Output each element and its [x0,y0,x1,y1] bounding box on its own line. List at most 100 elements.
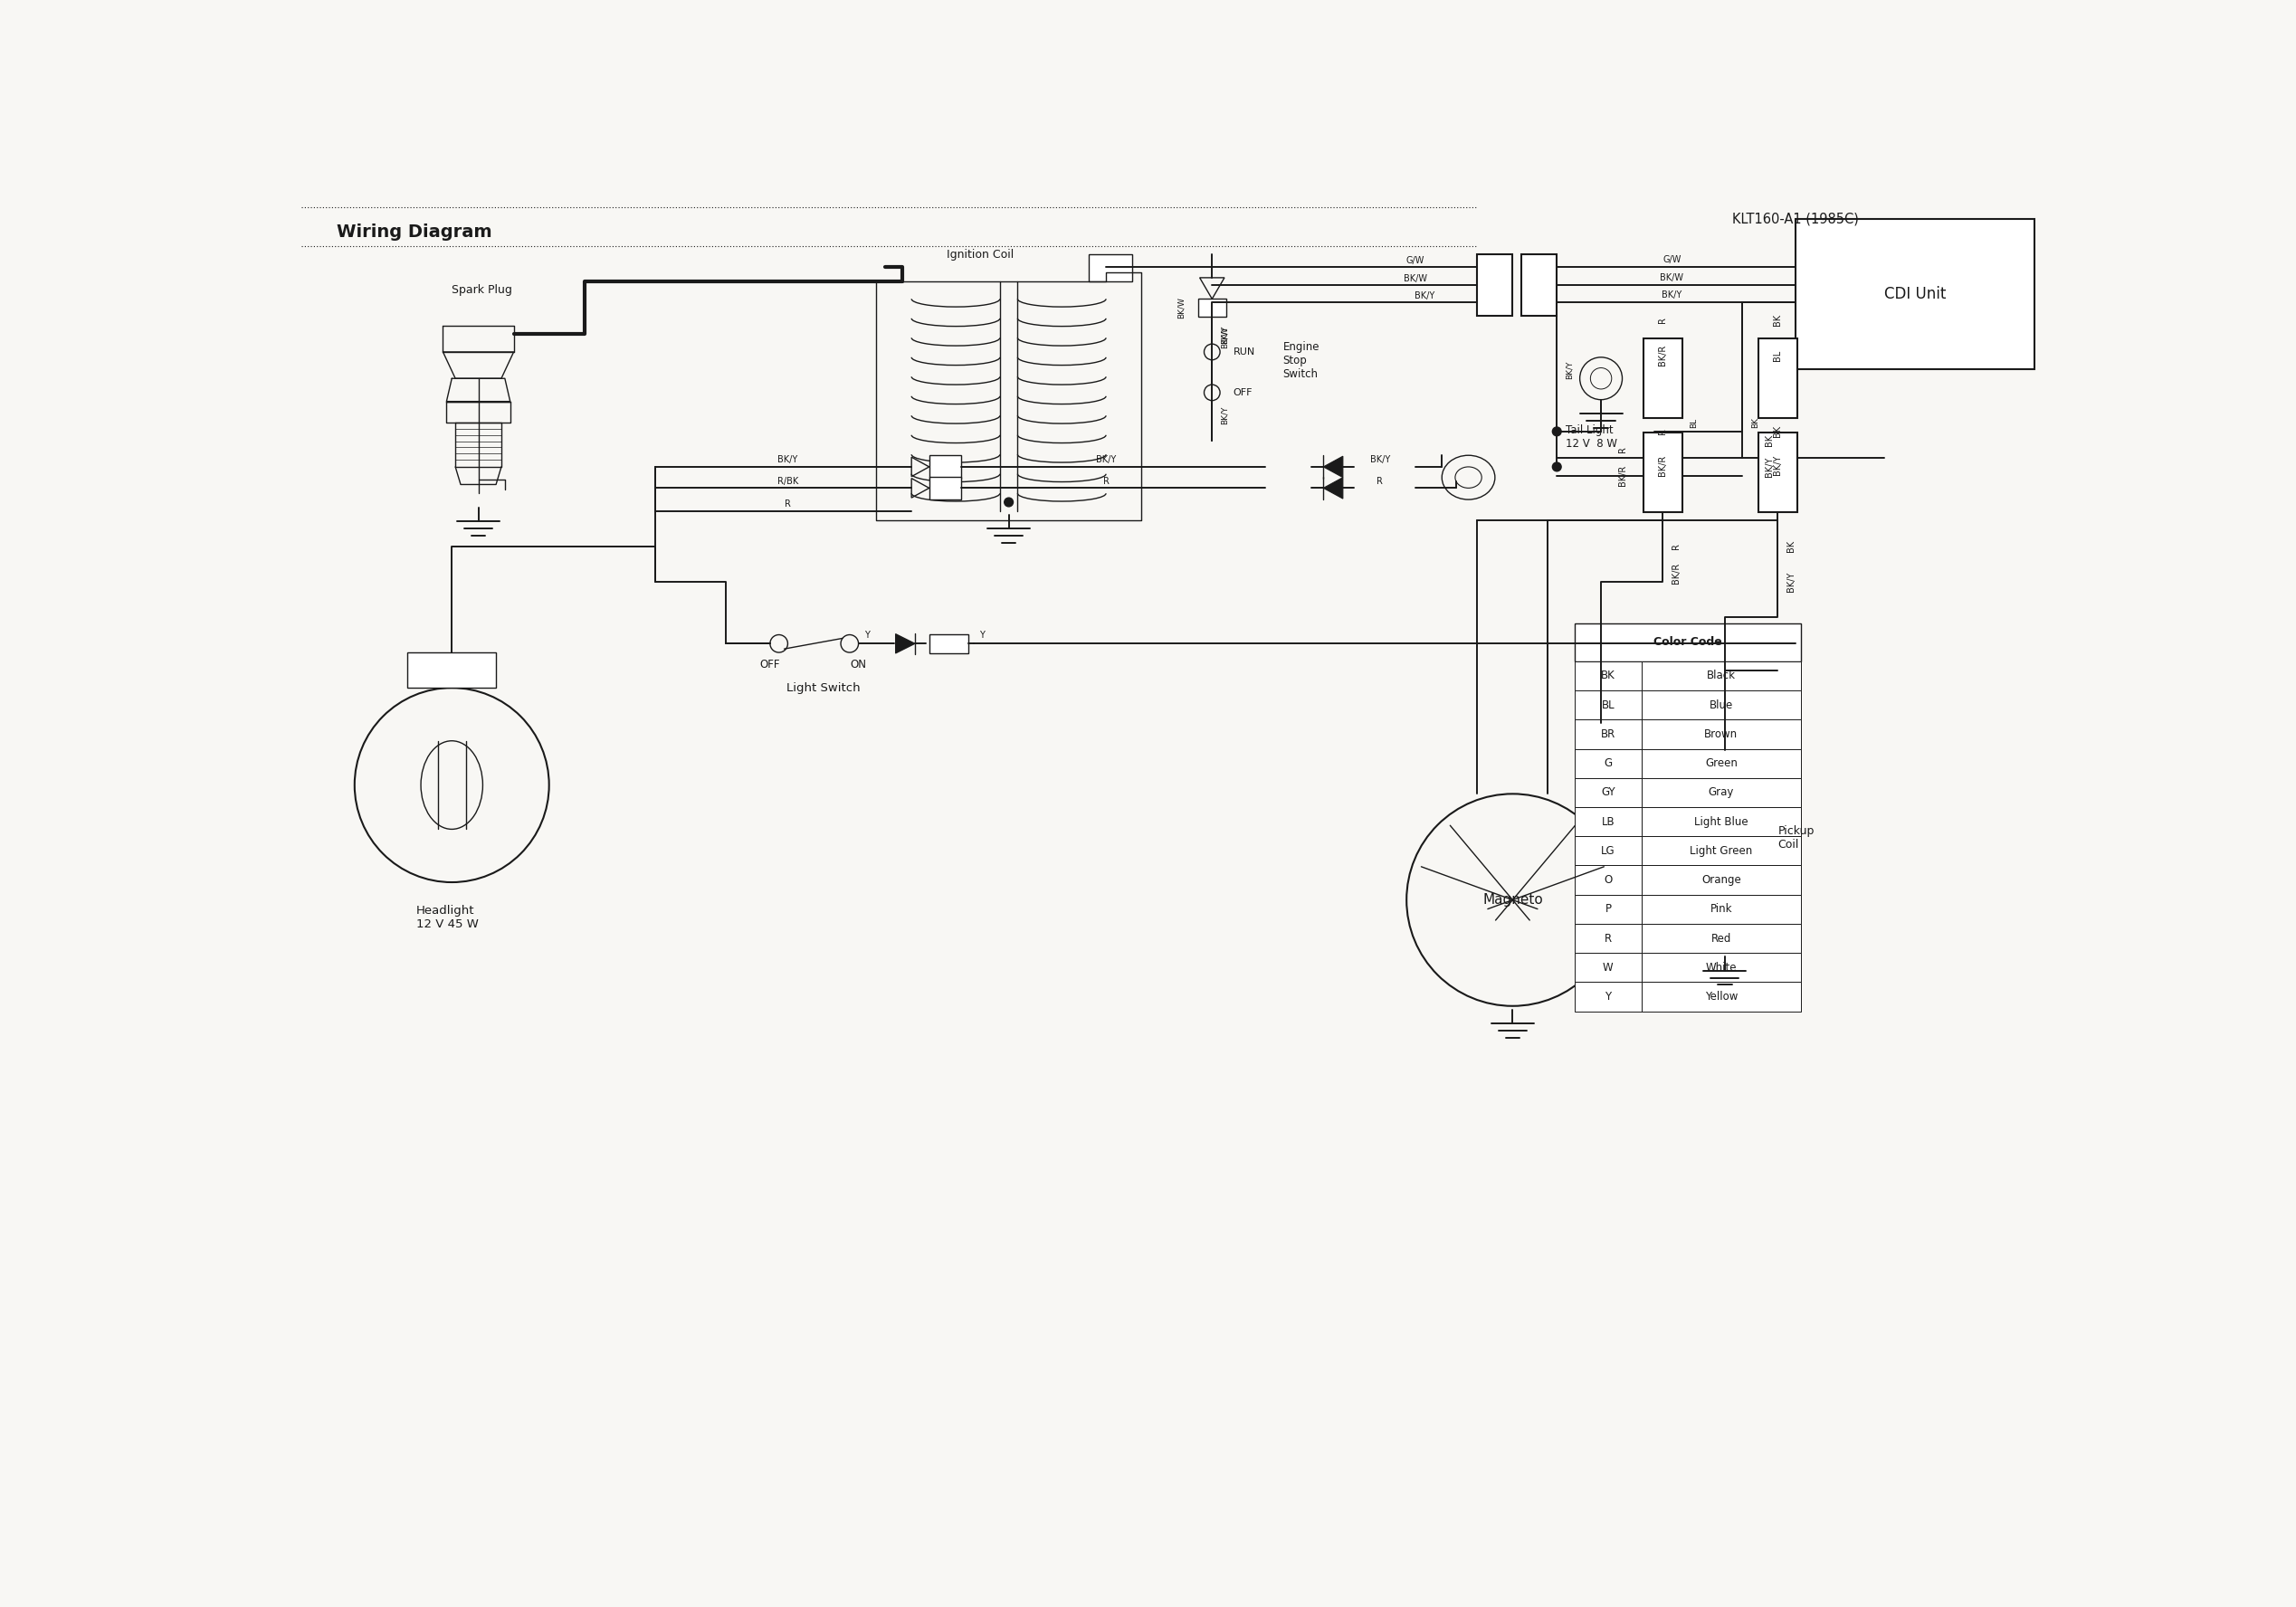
Text: BL: BL [1773,350,1782,362]
Text: BK: BK [1773,315,1782,326]
Text: Spark Plug: Spark Plug [452,284,512,296]
Text: R: R [1658,429,1667,434]
Text: Light Green: Light Green [1690,845,1752,857]
Text: Y: Y [866,630,870,640]
Text: KLT160-A1 (1985C): KLT160-A1 (1985C) [1731,212,1860,227]
Text: BK/Y: BK/Y [1221,325,1228,344]
Text: Headlight
12 V 45 W: Headlight 12 V 45 W [416,905,480,930]
Text: Blue: Blue [1708,699,1733,710]
Text: Light Blue: Light Blue [1694,816,1747,828]
Text: Ignition Coil: Ignition Coil [946,249,1015,260]
Text: BK/Y: BK/Y [1566,360,1573,379]
Text: BK/Y: BK/Y [1221,407,1228,424]
Bar [1795,220,2034,370]
Bar [1642,953,1800,982]
Bar [1575,778,1642,807]
Text: BK/W: BK/W [1178,297,1185,318]
Bar [1644,339,1683,418]
Text: R: R [1378,476,1382,485]
Bar [930,477,962,500]
Text: Y: Y [1605,992,1612,1003]
Text: G: G [1605,757,1612,770]
Text: BK/R: BK/R [1658,346,1667,366]
Bar [1699,857,1752,953]
Bar [1642,662,1800,691]
Bar [1642,749,1800,778]
Text: BL: BL [1603,699,1614,710]
Text: G/W: G/W [1662,256,1681,265]
Bar [1642,691,1800,720]
Bar [1642,982,1800,1011]
Text: GY: GY [1600,787,1614,799]
Text: LB: LB [1603,816,1614,828]
Text: Light Switch: Light Switch [785,681,861,694]
Text: Green: Green [1706,757,1738,770]
Bar [1642,895,1800,924]
Text: Engine
Stop
Switch: Engine Stop Switch [1283,341,1320,381]
Text: BK: BK [1600,670,1614,681]
Text: Black: Black [1706,670,1736,681]
Bar [1575,749,1642,778]
Text: BK/Y: BK/Y [1662,291,1681,301]
Bar [1642,778,1800,807]
Circle shape [1552,427,1561,435]
Text: BL: BL [1690,418,1697,427]
Polygon shape [1322,456,1343,477]
Text: BR: BR [1600,728,1616,741]
Text: R: R [1658,317,1667,323]
Bar [1575,982,1642,1011]
Text: Brown: Brown [1704,728,1738,741]
Text: Pickup
Coil: Pickup Coil [1777,826,1814,850]
Text: BK/Y: BK/Y [778,455,797,464]
Text: O: O [1605,874,1612,885]
Text: R/BK: R/BK [778,476,799,485]
Text: BK/R: BK/R [1671,562,1681,583]
Bar [1575,691,1642,720]
Text: BK/Y: BK/Y [1773,455,1782,476]
Text: BK: BK [1786,540,1795,553]
Text: R: R [1619,447,1628,452]
Text: RUN: RUN [1233,347,1256,357]
Bar [1642,924,1800,953]
Bar [1575,866,1642,895]
Bar [1575,662,1642,691]
Text: BK/R: BK/R [1619,464,1628,487]
Bar [1199,299,1226,317]
Text: CDI Unit: CDI Unit [1885,286,1945,302]
Text: BK/W: BK/W [1403,275,1428,283]
Text: BK: BK [1752,418,1759,427]
Polygon shape [1322,477,1343,498]
Bar [1575,836,1642,866]
Bar [1575,924,1642,953]
Text: BK: BK [1773,426,1782,437]
Text: BK/Y: BK/Y [1095,455,1116,464]
Bar [1476,254,1513,315]
Circle shape [1552,463,1561,471]
Text: BK/Y: BK/Y [1414,292,1435,301]
Bar [1575,807,1642,836]
Bar [930,455,962,479]
Text: Tail Light
12 V  8 W: Tail Light 12 V 8 W [1566,424,1616,450]
Text: R: R [1671,543,1681,550]
Text: Yellow: Yellow [1706,992,1738,1003]
Text: Y: Y [980,630,985,640]
Bar [1088,256,1132,281]
Bar [1642,866,1800,895]
Bar [1642,720,1800,749]
Bar [1575,895,1642,924]
Text: BK/W: BK/W [1660,273,1683,283]
Text: W: W [1603,961,1614,974]
Text: Magneto: Magneto [1483,893,1543,906]
Text: Red: Red [1711,932,1731,945]
Text: BK/Y: BK/Y [1763,456,1773,477]
Text: Color Code: Color Code [1653,636,1722,648]
Text: OFF: OFF [1233,387,1254,397]
Text: Orange: Orange [1701,874,1740,885]
Text: BK: BK [1763,434,1773,447]
Polygon shape [895,633,916,654]
Text: P: P [1605,903,1612,914]
Text: BK/Y: BK/Y [1371,455,1389,464]
Text: BK/R: BK/R [1658,455,1667,476]
Text: Gray: Gray [1708,787,1733,799]
Text: Wiring Diagram: Wiring Diagram [338,223,491,241]
